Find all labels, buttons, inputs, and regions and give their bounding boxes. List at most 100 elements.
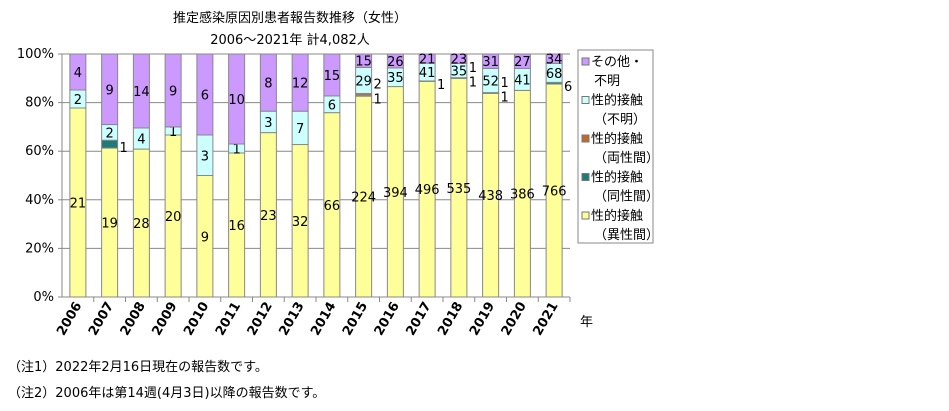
x-tick-label: 2011 — [213, 300, 244, 339]
data-label: 8 — [264, 77, 272, 92]
data-label: 26 — [387, 55, 404, 70]
bar-segment — [196, 53, 214, 136]
x-tick-label: 2021 — [531, 300, 562, 339]
data-label: 15 — [324, 69, 341, 84]
legend-swatch — [581, 96, 590, 104]
data-label: 766 — [542, 185, 567, 200]
chart-title: 推定感染原因別患者報告数推移（女性） — [173, 10, 407, 26]
data-label: 9 — [169, 84, 177, 99]
legend-label: （不明） — [594, 113, 646, 128]
x-axis-label: 年 — [580, 315, 593, 330]
data-label: 1 — [469, 61, 477, 76]
data-label: 23 — [451, 53, 468, 68]
x-tick-label: 2014 — [308, 300, 339, 339]
data-label: 29 — [355, 74, 372, 89]
bar-segment — [545, 53, 563, 64]
bar-segment — [101, 139, 119, 149]
data-label: 41 — [419, 66, 436, 81]
data-label: 19 — [101, 217, 118, 232]
data-label: 386 — [510, 188, 535, 203]
data-label: 6 — [564, 80, 572, 95]
legend-label: 性的接触 — [591, 208, 643, 224]
data-label: 32 — [292, 215, 309, 230]
data-label: 9 — [201, 230, 209, 245]
y-tick-label: 100% — [17, 47, 54, 62]
note-1: （注1）2022年2月16日現在の報告数です。 — [8, 360, 268, 375]
stacked-bar-chart: 推定感染原因別患者報告数推移（女性）2006〜2021年 計4,082人0%20… — [17, 10, 659, 339]
x-tick-label: 2020 — [499, 300, 530, 339]
data-label: 9 — [105, 83, 113, 98]
note-2: （注2）2006年は第14週(4月3日)以降の報告数です。 — [8, 386, 326, 401]
data-label: 4 — [74, 66, 82, 81]
bar-segment — [418, 53, 436, 64]
x-tick-label: 2006 — [54, 300, 85, 339]
y-tick-label: 80% — [25, 96, 54, 111]
data-label: 6 — [328, 98, 336, 113]
legend-swatch — [581, 173, 590, 181]
data-label: 23 — [260, 209, 277, 224]
bar-segment — [386, 53, 404, 69]
data-label: 7 — [296, 122, 304, 137]
data-label: 6 — [201, 89, 209, 104]
data-label: 66 — [324, 199, 341, 214]
data-label: 21 — [419, 53, 436, 68]
bar-segment — [259, 53, 277, 112]
bar-segment — [513, 53, 531, 69]
y-tick-label: 40% — [25, 193, 54, 208]
legend-label: 性的接触 — [591, 170, 643, 186]
data-label: 16 — [228, 219, 245, 234]
y-tick-label: 60% — [25, 144, 54, 159]
legend-label: （同性間） — [594, 190, 659, 205]
bar-segment — [450, 53, 468, 64]
data-label: 1 — [469, 75, 477, 90]
data-label: 41 — [514, 73, 531, 88]
data-label: 68 — [546, 67, 563, 82]
data-label: 35 — [451, 65, 468, 80]
data-label: 35 — [387, 71, 404, 86]
bar-segment — [323, 53, 341, 97]
data-label: 1 — [437, 78, 445, 93]
x-tick-label: 2017 — [404, 300, 435, 339]
y-tick-label: 20% — [25, 241, 54, 256]
bar-segment — [101, 53, 119, 126]
bar-segment — [164, 53, 182, 128]
bar-segment — [291, 53, 309, 112]
data-label: 2 — [74, 93, 82, 108]
legend-swatch — [581, 57, 590, 66]
chart-subtitle: 2006〜2021年 計4,082人 — [210, 32, 370, 48]
data-label: 31 — [482, 55, 499, 70]
legend-swatch — [581, 211, 590, 220]
data-label: 10 — [228, 93, 245, 108]
data-label: 3 — [264, 116, 272, 131]
bar-segment — [355, 53, 373, 68]
legend-label: （両性間） — [594, 151, 659, 166]
legend-label: 不明 — [594, 74, 620, 89]
legend-swatch — [581, 134, 590, 143]
data-label: 224 — [351, 191, 376, 206]
legend-label: その他・ — [591, 55, 643, 70]
x-tick-label: 2012 — [245, 300, 276, 339]
data-label: 1 — [500, 76, 508, 91]
data-label: 1 — [232, 143, 240, 158]
data-label: 27 — [514, 55, 531, 70]
data-label: 1 — [119, 141, 127, 156]
data-label: 2 — [105, 126, 113, 141]
bar-segment — [69, 53, 87, 91]
data-label: 52 — [482, 74, 499, 89]
x-tick-label: 2007 — [86, 300, 117, 339]
data-label: 535 — [446, 182, 471, 197]
data-label: 2 — [373, 77, 381, 92]
x-tick-label: 2015 — [340, 300, 371, 339]
data-label: 14 — [133, 85, 150, 100]
bar-segment — [482, 53, 500, 69]
data-label: 1 — [500, 90, 508, 105]
x-tick-label: 2013 — [277, 300, 308, 339]
data-label: 4 — [137, 133, 145, 148]
data-label: 496 — [415, 183, 440, 198]
legend-label: （異性間） — [594, 228, 659, 243]
x-tick-label: 2016 — [372, 300, 403, 339]
legend-label: 性的接触 — [591, 93, 643, 109]
x-tick-label: 2018 — [435, 300, 466, 339]
data-label: 1 — [373, 93, 381, 108]
data-label: 1 — [169, 125, 177, 140]
